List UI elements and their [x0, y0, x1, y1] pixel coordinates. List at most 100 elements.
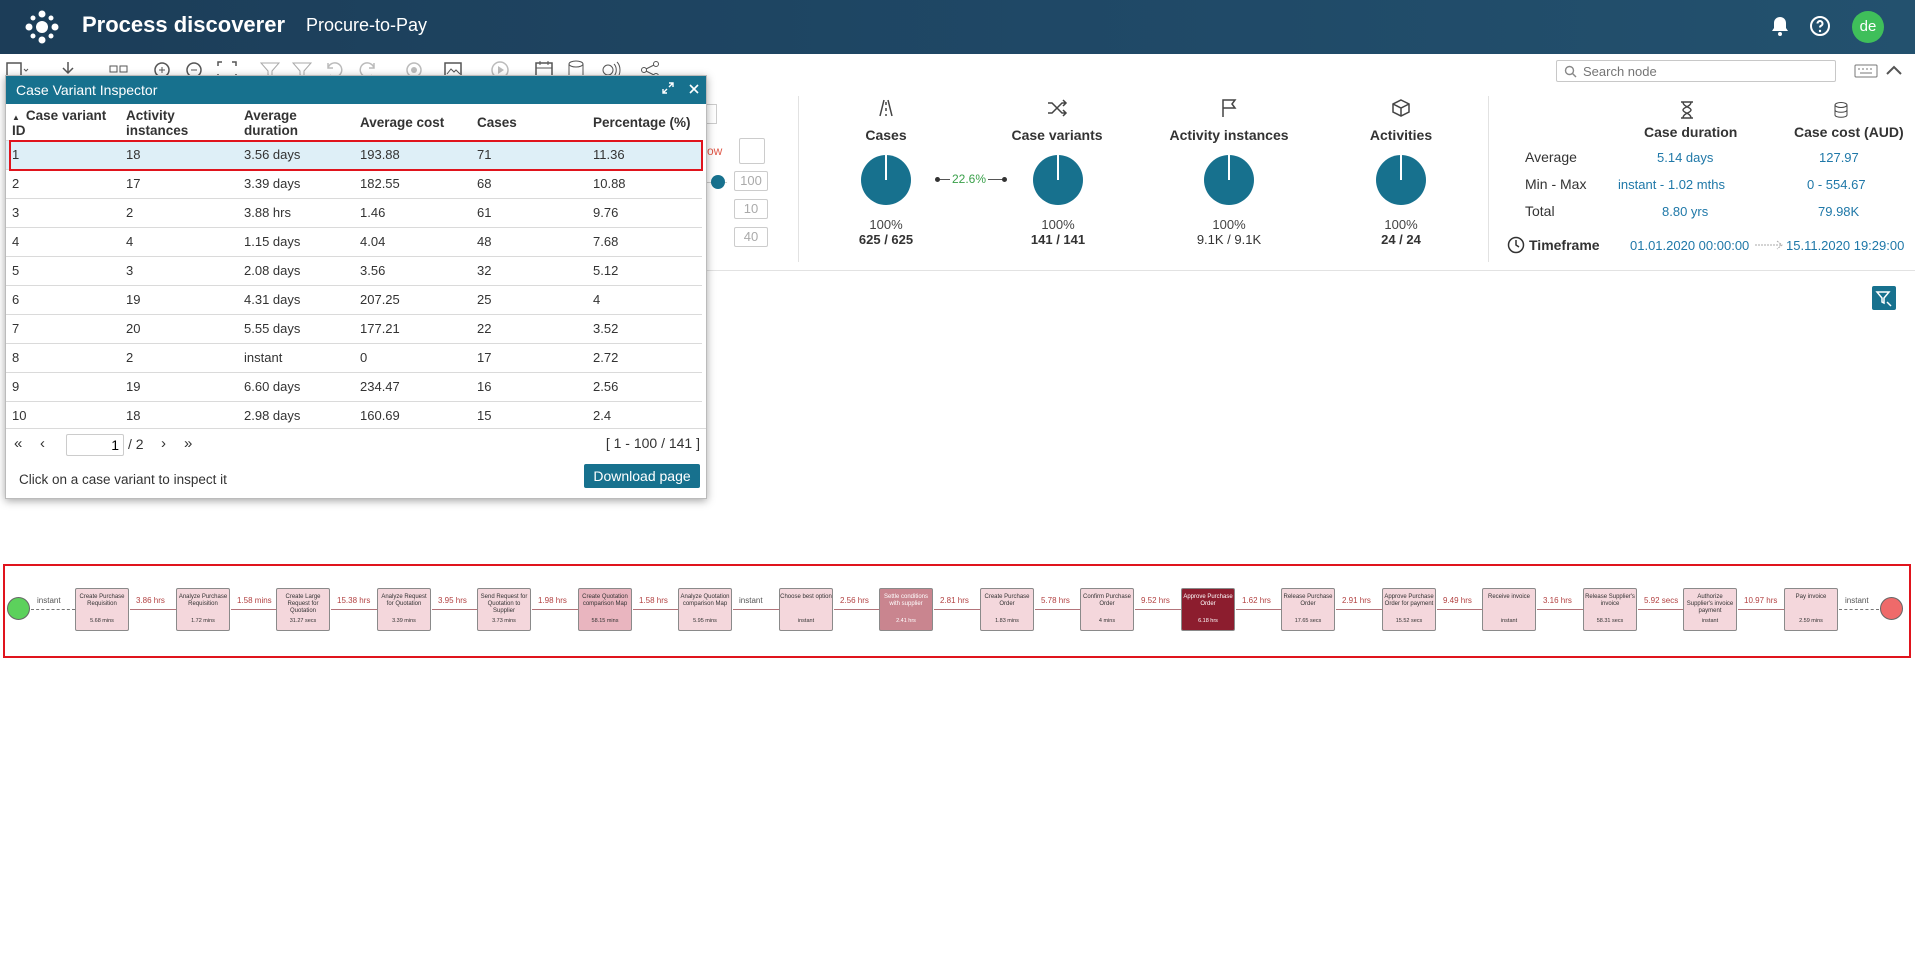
bell-icon[interactable] — [1768, 14, 1792, 38]
layout-icon[interactable] — [108, 58, 134, 82]
total-cost: 79.98K — [1818, 204, 1860, 219]
process-node[interactable]: Approve Purchase Order 6.18 hrs — [1181, 588, 1235, 631]
timeframe-end[interactable]: 15.11.2020 19:29:00 — [1786, 238, 1905, 253]
table-row[interactable]: 1 18 3.56 days 193.88 71 11.36 — [6, 139, 702, 169]
process-node[interactable]: Create Purchase Order 1.83 mins — [980, 588, 1034, 631]
table-row[interactable]: 5 3 2.08 days 3.56 32 5.12 — [6, 255, 702, 285]
slider-handle[interactable] — [711, 175, 725, 189]
process-edge[interactable] — [834, 609, 879, 610]
table-cell: 3 — [120, 255, 238, 285]
settings-color-box[interactable] — [739, 138, 765, 164]
process-edge[interactable] — [231, 609, 276, 610]
process-edge[interactable] — [1537, 609, 1583, 610]
threshold-field-3[interactable]: 40 — [734, 227, 768, 247]
process-node[interactable]: Analyze Purchase Requisition 1.72 mins — [176, 588, 230, 631]
process-node[interactable]: Analyze Quotation comparison Map 5.95 min… — [678, 588, 732, 631]
table-row[interactable]: 4 4 1.15 days 4.04 48 7.68 — [6, 226, 702, 256]
process-node[interactable]: Create Large Request for Quotation 31.27 … — [276, 588, 330, 631]
process-edge[interactable] — [532, 609, 578, 610]
maximize-icon[interactable] — [659, 81, 677, 99]
keyboard-icon[interactable] — [1854, 63, 1878, 79]
col-header-percentage[interactable]: Percentage (%) — [593, 115, 691, 131]
process-edge[interactable] — [1135, 609, 1181, 610]
download-page-button[interactable]: Download page — [584, 464, 700, 488]
table-row[interactable]: 8 2 instant 0 17 2.72 — [6, 342, 702, 372]
table-row[interactable]: 6 19 4.31 days 207.25 25 4 — [6, 284, 702, 314]
process-edge[interactable] — [1638, 609, 1683, 610]
process-edge[interactable] — [1035, 609, 1080, 610]
process-edge[interactable] — [1437, 609, 1482, 610]
process-node[interactable]: Send Request for Quotation to Supplier 3.… — [477, 588, 531, 631]
col-header-cases[interactable]: Cases — [477, 115, 517, 131]
table-row[interactable]: 3 2 3.88 hrs 1.46 61 9.76 — [6, 197, 702, 227]
table-row[interactable]: 2 17 3.39 days 182.55 68 10.88 — [6, 168, 702, 198]
end-node[interactable] — [1880, 597, 1903, 620]
next-page-icon[interactable]: › — [161, 435, 166, 452]
process-node[interactable]: Release Supplier's invoice 58.31 secs — [1583, 588, 1637, 631]
user-avatar[interactable]: de — [1852, 11, 1884, 43]
process-edge[interactable] — [1336, 609, 1382, 610]
col-header-avg-cost[interactable]: Average cost — [360, 115, 445, 131]
process-edge[interactable] — [130, 609, 176, 610]
stat-activities: Activities — [1351, 98, 1451, 143]
edge-duration-label: 9.49 hrs — [1443, 596, 1472, 605]
dialog-title: Case Variant Inspector — [16, 82, 158, 98]
process-edge[interactable] — [331, 609, 377, 610]
col-header-variant-id[interactable]: ▲ Case variant ID — [6, 106, 120, 140]
coins-icon — [1834, 102, 1848, 118]
process-node[interactable]: Settle conditions with supplier 2.41 hrs — [879, 588, 933, 631]
process-node[interactable]: Analyze Request for Quotation 3.39 mins — [377, 588, 431, 631]
close-icon[interactable] — [685, 81, 703, 99]
process-node[interactable]: Authorize Supplier's invoice payment inst… — [1683, 588, 1737, 631]
process-edge[interactable] — [633, 609, 678, 610]
prev-page-icon[interactable]: ‹ — [40, 435, 45, 452]
table-cell: 68 — [471, 168, 587, 198]
settings-dropdown-fragment[interactable] — [707, 104, 717, 124]
table-cell: 193.88 — [354, 139, 471, 169]
process-node[interactable]: Create Quotation comparison Map 58.15 min… — [578, 588, 632, 631]
timeframe-start[interactable]: 01.01.2020 00:00:00 — [1630, 238, 1750, 253]
process-edge[interactable] — [31, 609, 75, 610]
filter-button[interactable] — [1872, 286, 1896, 310]
table-row[interactable]: 9 19 6.60 days 234.47 16 2.56 — [6, 371, 702, 401]
last-page-icon[interactable]: » — [184, 435, 193, 452]
collapse-chevron-up-icon[interactable] — [1884, 62, 1904, 78]
dialog-title-bar[interactable]: Case Variant Inspector — [6, 76, 706, 104]
search-node-input[interactable] — [1583, 63, 1823, 79]
process-node[interactable]: Create Purchase Requisition 5.68 mins — [75, 588, 129, 631]
fit-screen-icon[interactable] — [214, 58, 240, 82]
flag-icon — [1222, 99, 1237, 117]
first-page-icon[interactable]: « — [14, 435, 23, 452]
process-edge[interactable] — [1839, 609, 1879, 610]
page-number-input[interactable] — [66, 434, 124, 456]
node-duration: 5.95 mins — [693, 618, 717, 624]
col-header-avg-duration[interactable]: Average duration — [244, 107, 298, 138]
threshold-field-1[interactable]: 100 — [734, 171, 768, 191]
process-edge[interactable] — [1236, 609, 1281, 610]
top-bar: Process discoverer Procure-to-Pay de — [0, 0, 1915, 54]
process-node[interactable]: Pay invoice 2.59 mins — [1784, 588, 1838, 631]
search-node-field[interactable] — [1556, 60, 1836, 82]
table-row[interactable]: 10 18 2.98 days 160.69 15 2.4 — [6, 400, 702, 430]
edge-duration-label: 1.62 hrs — [1242, 596, 1271, 605]
app-logo-icon[interactable] — [24, 9, 60, 45]
process-edge[interactable] — [432, 609, 477, 610]
process-node[interactable]: Choose best option instant — [779, 588, 833, 631]
project-name[interactable]: Procure-to-Pay — [306, 15, 428, 35]
process-node[interactable]: Receive invoice instant — [1482, 588, 1536, 631]
process-edge[interactable] — [934, 609, 980, 610]
process-node[interactable]: Approve Purchase Order for payment 15.52 … — [1382, 588, 1436, 631]
node-label: Choose best option — [780, 594, 832, 600]
threshold-field-2[interactable]: 10 — [734, 199, 768, 219]
col-header-activity-instances[interactable]: Activity instances — [126, 107, 189, 138]
start-node[interactable] — [7, 597, 30, 620]
process-node[interactable]: Release Purchase Order 17.65 secs — [1281, 588, 1335, 631]
process-edge[interactable] — [1738, 609, 1784, 610]
table-row[interactable]: 7 20 5.55 days 177.21 22 3.52 — [6, 313, 702, 343]
edge-duration-label: 3.16 hrs — [1543, 596, 1572, 605]
process-node[interactable]: Confirm Purchase Order 4 mins — [1080, 588, 1134, 631]
node-duration: 31.27 secs — [289, 618, 317, 624]
node-label: Release Supplier's invoice — [1585, 594, 1635, 607]
help-icon[interactable] — [1808, 14, 1832, 38]
process-edge[interactable] — [733, 609, 779, 610]
